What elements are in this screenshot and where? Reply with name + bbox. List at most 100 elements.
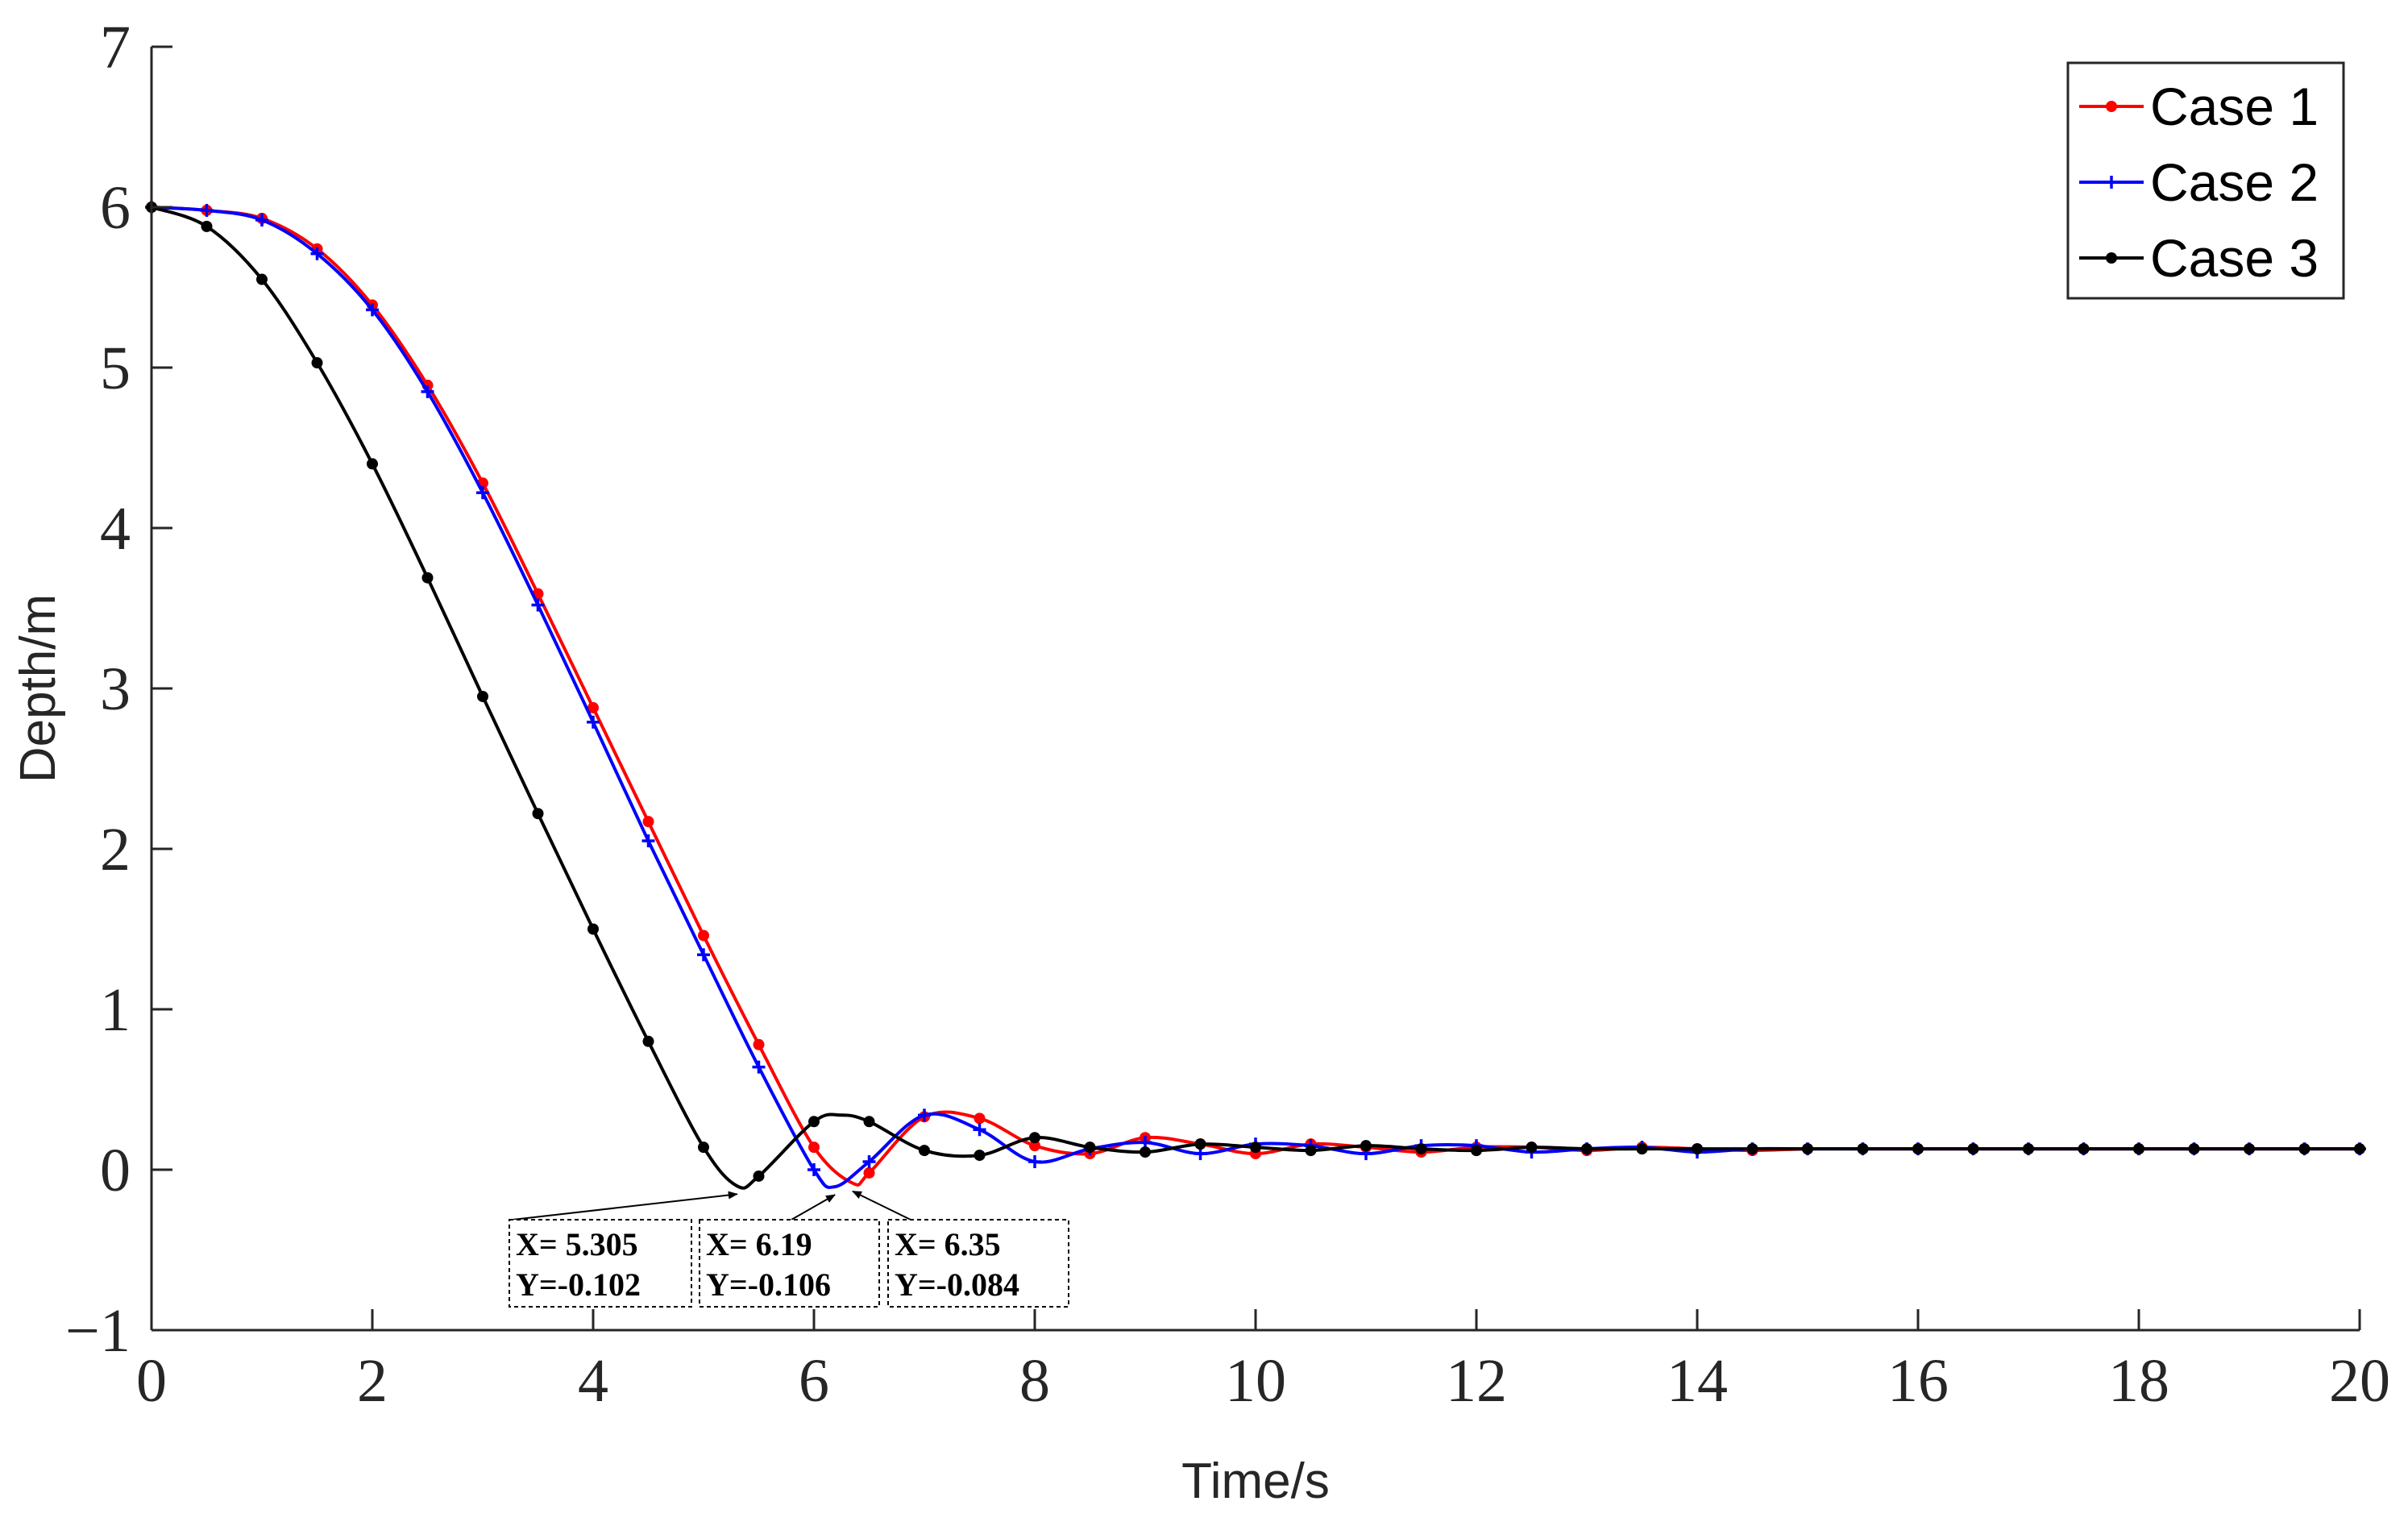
x-tick-label: 2 xyxy=(357,1347,388,1415)
data-point xyxy=(421,572,434,584)
data-point xyxy=(1415,1143,1427,1155)
data-point xyxy=(973,1123,986,1137)
x-tick-label: 18 xyxy=(2108,1347,2169,1415)
x-tick-label: 6 xyxy=(799,1347,829,1415)
data-point xyxy=(1636,1143,1648,1155)
data-point xyxy=(1305,1145,1317,1157)
legend-item-3: Case 3 xyxy=(2079,228,2319,288)
datatip-min-case2: X= 6.19 Y=-0.106 xyxy=(699,1194,880,1308)
data-point xyxy=(1746,1143,1758,1155)
data-point xyxy=(2298,1143,2310,1155)
data-point xyxy=(366,303,379,317)
data-point xyxy=(1029,1132,1040,1144)
data-point xyxy=(201,220,213,232)
datatip-y: Y=-0.084 xyxy=(895,1266,1019,1303)
legend: Case 1 Case 2 Case 3 xyxy=(2066,61,2345,300)
data-point xyxy=(1526,1142,1538,1154)
data-point xyxy=(974,1112,986,1125)
data-point xyxy=(1194,1138,1206,1150)
data-point xyxy=(919,1145,930,1157)
data-point xyxy=(2188,1143,2200,1155)
data-point xyxy=(587,923,599,935)
data-point xyxy=(1857,1143,1869,1155)
y-tick-label: 3 xyxy=(100,655,131,723)
legend-label: Case 1 xyxy=(2150,77,2319,136)
data-point xyxy=(642,816,654,828)
data-point xyxy=(256,273,268,285)
data-point xyxy=(1692,1143,1703,1155)
data-point xyxy=(1912,1143,1924,1155)
legend-label: Case 3 xyxy=(2150,228,2319,288)
data-point xyxy=(697,948,710,962)
data-point xyxy=(642,1035,654,1047)
y-tick-label: 7 xyxy=(100,14,131,81)
datatip-arrow xyxy=(512,1191,738,1221)
data-point xyxy=(587,715,600,729)
x-tick-label: 12 xyxy=(1446,1347,1507,1415)
data-point xyxy=(1028,1155,1041,1169)
datatip-arrow xyxy=(791,1194,836,1221)
data-point xyxy=(808,1116,820,1128)
data-point xyxy=(641,834,655,848)
data-point xyxy=(863,1116,875,1128)
datatip-box xyxy=(887,1219,1069,1308)
data-point xyxy=(863,1166,875,1179)
data-point xyxy=(2133,1143,2144,1155)
y-tick-label: 0 xyxy=(100,1137,131,1204)
y-tick-label: −1 xyxy=(65,1297,131,1365)
datatip-x: X= 6.35 xyxy=(895,1226,1001,1262)
data-point xyxy=(753,1170,765,1182)
plot-area xyxy=(145,201,2366,1190)
data-point xyxy=(1250,1142,1261,1154)
datatip-x: X= 5.305 xyxy=(516,1226,638,1262)
x-tick-label: 14 xyxy=(1667,1347,1728,1415)
data-point xyxy=(1140,1146,1151,1158)
data-point xyxy=(1360,1140,1372,1152)
legend-marker xyxy=(2106,101,2117,112)
y-tick-label: 4 xyxy=(100,495,131,563)
legend-marker xyxy=(2106,252,2117,264)
x-axis-title: Time/s xyxy=(1181,1453,1330,1509)
data-point xyxy=(311,357,323,369)
annotations: X= 5.305 Y=-0.102 X= 6.19 Y=-0.106 X= 6.35 Y=… xyxy=(509,1190,1069,1308)
data-point xyxy=(476,486,489,500)
data-point xyxy=(1802,1143,1813,1155)
datatip-min-case3: X= 5.305 Y=-0.102 xyxy=(509,1191,738,1308)
y-tick-label: 5 xyxy=(100,335,131,402)
data-point xyxy=(1084,1142,1096,1154)
y-tick-label: 1 xyxy=(100,976,131,1044)
y-tick-label: 2 xyxy=(100,816,131,884)
legend-marker xyxy=(2105,176,2118,189)
y-axis-title: Depth/m xyxy=(10,594,66,783)
data-point xyxy=(367,458,378,470)
legend-item-1: Case 1 xyxy=(2079,77,2319,136)
x-tick-label: 20 xyxy=(2329,1347,2390,1415)
datatip-y: Y=-0.106 xyxy=(706,1266,831,1303)
data-point xyxy=(1029,1140,1040,1152)
x-tick-label: 10 xyxy=(1225,1347,1286,1415)
data-point xyxy=(2244,1143,2255,1155)
x-tick-label: 8 xyxy=(1019,1347,1050,1415)
datatip-min-case1: X= 6.35 Y=-0.084 xyxy=(852,1190,1069,1308)
data-point xyxy=(808,1163,820,1176)
data-point xyxy=(698,1142,709,1154)
data-point xyxy=(974,1150,986,1162)
legend-label: Case 2 xyxy=(2150,152,2319,212)
data-point xyxy=(477,690,488,702)
datatip-box xyxy=(509,1219,692,1308)
datatip-box xyxy=(699,1219,880,1308)
datatip-y: Y=-0.102 xyxy=(516,1266,641,1303)
data-point xyxy=(808,1142,820,1154)
data-point xyxy=(1471,1145,1482,1157)
data-point xyxy=(1581,1143,1592,1155)
data-point xyxy=(2023,1143,2034,1155)
datatip-x: X= 6.19 xyxy=(706,1226,812,1262)
data-point xyxy=(200,203,214,217)
data-point xyxy=(753,1038,765,1050)
data-point xyxy=(532,808,544,820)
x-tick-label: 0 xyxy=(136,1347,167,1415)
